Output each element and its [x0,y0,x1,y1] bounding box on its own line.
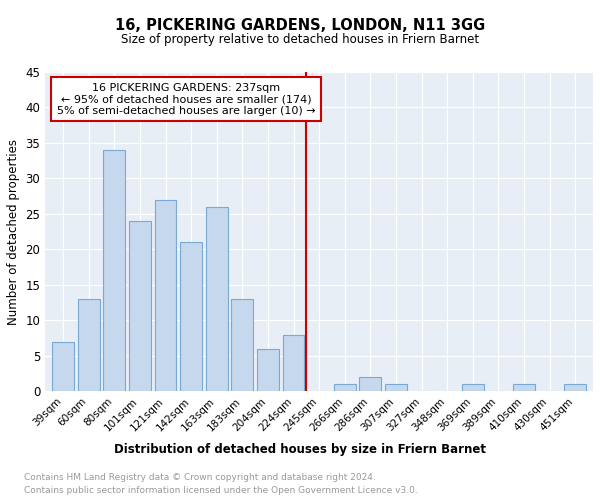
Bar [206,207,227,392]
Bar [78,299,100,392]
Bar [180,242,202,392]
Text: Distribution of detached houses by size in Friern Barnet: Distribution of detached houses by size … [114,442,486,456]
Bar [155,200,176,392]
Bar [513,384,535,392]
Bar [52,342,74,392]
Bar [334,384,356,392]
Bar [385,384,407,392]
Text: Contains public sector information licensed under the Open Government Licence v3: Contains public sector information licen… [24,486,418,495]
Bar [462,384,484,392]
Bar [283,334,304,392]
Bar [564,384,586,392]
Text: 16, PICKERING GARDENS, LONDON, N11 3GG: 16, PICKERING GARDENS, LONDON, N11 3GG [115,18,485,32]
Bar [129,221,151,392]
Bar [232,299,253,392]
Text: Contains HM Land Registry data © Crown copyright and database right 2024.: Contains HM Land Registry data © Crown c… [24,472,376,482]
Bar [257,349,279,392]
Bar [103,150,125,392]
Text: 16 PICKERING GARDENS: 237sqm
← 95% of detached houses are smaller (174)
5% of se: 16 PICKERING GARDENS: 237sqm ← 95% of de… [57,82,316,116]
Y-axis label: Number of detached properties: Number of detached properties [7,138,20,324]
Bar [359,377,381,392]
Text: Size of property relative to detached houses in Friern Barnet: Size of property relative to detached ho… [121,32,479,46]
